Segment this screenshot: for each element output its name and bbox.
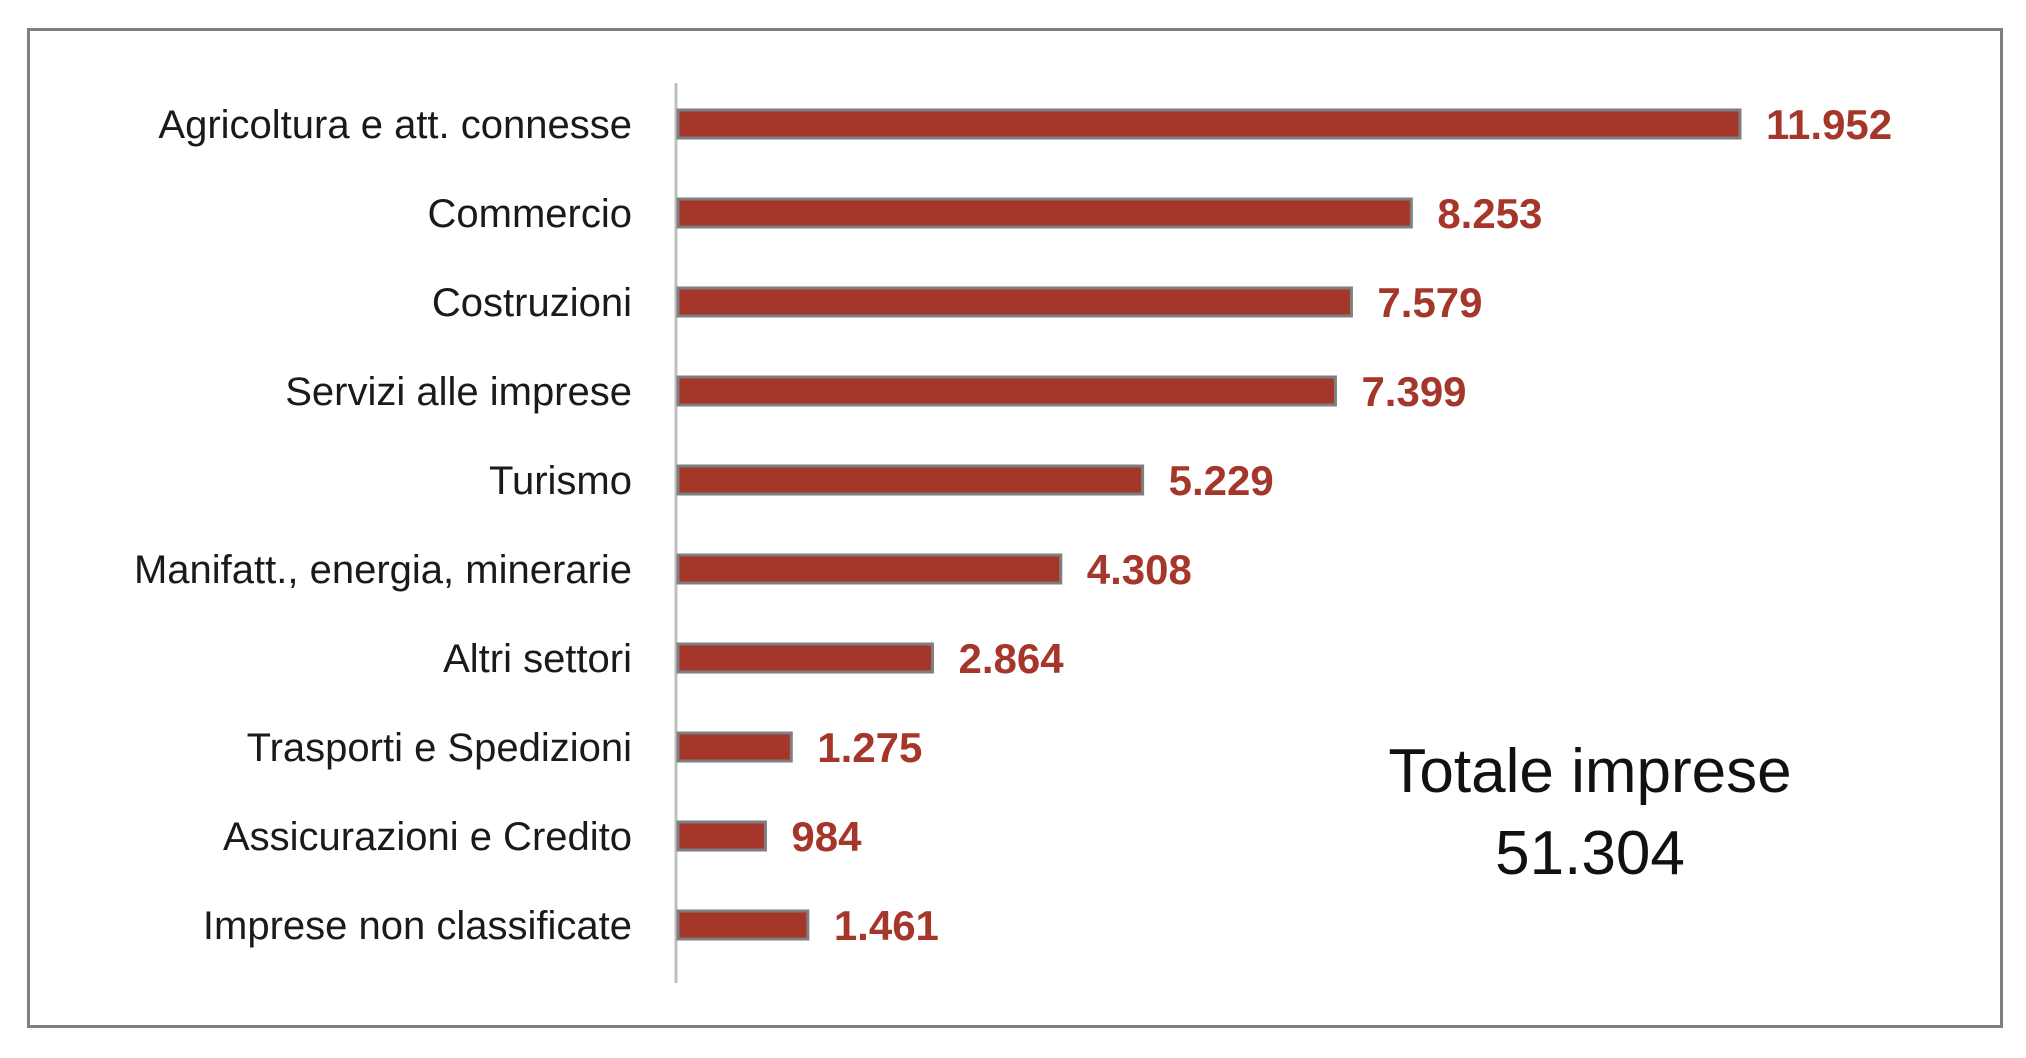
category-label: Commercio — [428, 192, 632, 236]
value-label: 4.308 — [1087, 546, 1192, 593]
value-label: 11.952 — [1766, 101, 1892, 148]
total-annotation: Totale imprese 51.304 — [1300, 731, 1880, 895]
category-label: Manifatt., energia, minerarie — [134, 548, 632, 592]
bar-group: Costruzioni 7.579 — [432, 279, 1483, 326]
category-label: Agricoltura e att. connesse — [158, 103, 632, 147]
total-value: 51.304 — [1300, 813, 1880, 895]
total-label: Totale imprese — [1300, 731, 1880, 813]
bar-group: Servizi alle imprese 7.399 — [285, 368, 1466, 415]
category-label: Trasporti e Spedizioni — [247, 726, 632, 770]
category-label: Imprese non classificate — [203, 904, 632, 948]
bar — [678, 288, 1351, 316]
bar-group: Agricoltura e att. connesse 11.952 — [158, 101, 1892, 148]
bar-group: Trasporti e Spedizioni 1.275 — [247, 724, 923, 771]
bar-group: Manifatt., energia, minerarie 4.308 — [134, 546, 1192, 593]
bar — [678, 377, 1335, 405]
value-label: 5.229 — [1169, 457, 1274, 504]
bar — [678, 733, 791, 761]
category-label: Servizi alle imprese — [285, 370, 632, 414]
value-label: 7.579 — [1377, 279, 1482, 326]
bar — [678, 644, 932, 672]
value-label: 2.864 — [958, 635, 1064, 682]
category-label: Altri settori — [443, 637, 632, 681]
bar — [678, 911, 808, 939]
category-label: Assicurazioni e Credito — [223, 815, 632, 859]
bar-group: Turismo 5.229 — [489, 457, 1274, 504]
value-label: 984 — [791, 813, 862, 860]
value-label: 1.461 — [834, 902, 939, 949]
bar — [678, 555, 1061, 583]
value-label: 8.253 — [1437, 190, 1542, 237]
bar — [678, 199, 1411, 227]
chart-frame: Agricoltura e att. connesse 11.952 Commerc… — [27, 28, 2003, 1028]
category-label: Turismo — [489, 459, 632, 503]
bar-group: Altri settori 2.864 — [443, 635, 1064, 682]
bar-group: Assicurazioni e Credito 984 — [223, 813, 862, 860]
bar — [678, 466, 1143, 494]
bar-group: Commercio 8.253 — [428, 190, 1543, 237]
value-label: 1.275 — [817, 724, 922, 771]
value-label: 7.399 — [1361, 368, 1466, 415]
bar — [678, 822, 765, 850]
bar — [678, 110, 1740, 138]
category-label: Costruzioni — [432, 281, 632, 325]
bar-group: Imprese non classificate 1.461 — [203, 902, 939, 949]
